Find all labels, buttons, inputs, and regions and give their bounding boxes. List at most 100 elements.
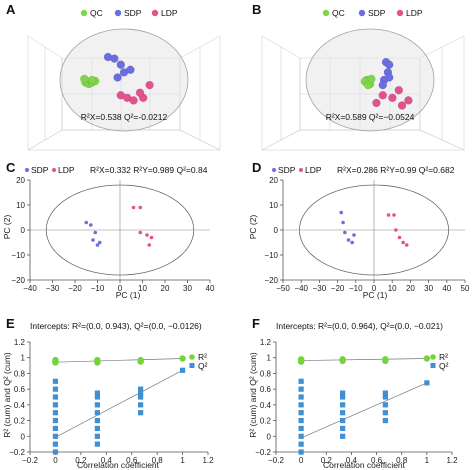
data-point-q2 xyxy=(52,386,59,392)
panel-d-x-axis-title: PC (1) xyxy=(363,290,388,300)
panel-e: E Intercepts: R²=(0.0, 0.943), Q²=(0.0, … xyxy=(2,316,214,470)
data-point-q2 xyxy=(424,380,430,386)
data-point-qc xyxy=(363,80,373,90)
x-tick-label: −30 xyxy=(313,284,327,293)
panel-d: D SDP LDP R²X=0.286 R²Y=0.99 Q²=0.682 −5… xyxy=(248,160,470,300)
data-point-sdp xyxy=(88,223,93,227)
data-point-sdp xyxy=(97,240,102,245)
data-point-q2 xyxy=(382,394,388,400)
data-point-ldp xyxy=(131,205,136,210)
x-tick-label: 0 xyxy=(299,456,304,465)
panel-b-points xyxy=(360,57,413,110)
x-tick-label: 1.2 xyxy=(446,456,458,465)
x-tick-label: 0.8 xyxy=(152,456,164,465)
panel-d-y-axis-title: PC (2) xyxy=(248,215,258,240)
panel-d-stats: R²X=0.286 R²Y=0.99 Q²=0.682 xyxy=(337,165,455,175)
regression-line-q2 xyxy=(55,369,183,438)
regression-line-r2 xyxy=(301,358,427,361)
y-tick-label: −0.2 xyxy=(255,448,271,457)
panel-c: C SDP LDP R²X=0.332 R²Y=0.989 Q²=0.84 −4… xyxy=(2,160,215,300)
panel-f-y-axis-title: R² (cum) and Q² (cum) xyxy=(248,352,258,438)
data-point-q2 xyxy=(340,417,346,424)
legend-sdp-marker xyxy=(272,168,276,172)
panel-f-x-axis-title: Correlation coefficient xyxy=(323,460,406,470)
y-tick-label: 20 xyxy=(16,176,25,185)
data-point-ldp xyxy=(145,233,149,237)
x-tick-label: 1 xyxy=(180,456,185,465)
legend-sdp-label: SDP xyxy=(31,165,49,175)
data-point-ldp xyxy=(147,243,152,247)
legend-r2-label: R² xyxy=(198,352,207,362)
data-point-q2 xyxy=(382,410,388,416)
data-point-sdp xyxy=(352,233,356,237)
data-point-ldp xyxy=(394,85,404,95)
legend-sdp-marker xyxy=(114,9,122,17)
data-point-ldp xyxy=(386,213,391,217)
x-tick-label: 0.6 xyxy=(126,456,138,465)
panel-f-permutation-plot: −0.2 0 0.2 0.4 0.6 0.8 1 1.2 −0.2 0 0.2 0.4 0.6 0.8 1 1… xyxy=(255,338,458,465)
data-point-q2 xyxy=(52,433,59,439)
data-point-q2 xyxy=(94,402,100,408)
x-tick-label: 1.2 xyxy=(202,456,214,465)
y-tick-label: 0 xyxy=(274,226,279,235)
panel-b-stats: R²X=0.589 Q²=−0.0524 xyxy=(326,112,415,122)
panel-c-scatter: −40 −30 −20 −10 0 10 20 30 40 −20 −10 0 10 20 xyxy=(11,176,215,293)
y-tick-label: 20 xyxy=(269,176,278,185)
data-point-ldp xyxy=(145,80,154,90)
data-point-sdp xyxy=(384,60,394,69)
data-point-r2 xyxy=(297,356,305,363)
y-tick-label: 0.8 xyxy=(260,369,272,378)
data-point-sdp xyxy=(378,80,388,90)
data-point-ldp xyxy=(401,240,405,245)
y-tick-label: 0.6 xyxy=(14,385,26,394)
legend-sdp-marker xyxy=(25,168,29,172)
data-point-ldp xyxy=(138,230,143,235)
y-tick-label: 1.2 xyxy=(260,338,272,347)
panel-c-y-axis-title: PC (2) xyxy=(2,215,12,240)
panel-b-legend: QC SDP LDP xyxy=(322,8,423,18)
data-point-q2 xyxy=(298,402,304,408)
panel-a: A QC SDP LDP R²X=0.538 Q²=-0.0212 xyxy=(6,2,221,151)
data-point-q2 xyxy=(298,441,304,447)
data-point-q2 xyxy=(138,410,144,416)
panel-d-letter: D xyxy=(252,160,261,175)
data-point-q2 xyxy=(298,386,304,392)
data-point-q2 xyxy=(298,394,304,400)
data-point-q2 xyxy=(138,402,144,408)
y-tick-label: 10 xyxy=(16,201,25,210)
data-point-ldp xyxy=(392,213,396,217)
data-point-ldp xyxy=(404,96,413,105)
data-point-sdp xyxy=(384,73,394,82)
data-point-q2 xyxy=(52,410,59,416)
y-tick-label: 0.2 xyxy=(14,417,26,426)
data-point-q2 xyxy=(340,433,346,439)
panel-d-scatter: −50 −40 −30 −20 −10 0 10 20 30 40 50 −20 −10 0 10 20 xyxy=(264,176,470,293)
data-point-q2 xyxy=(138,394,144,400)
data-point-sdp xyxy=(95,243,100,247)
data-point-ldp xyxy=(372,98,381,108)
legend-ldp-marker xyxy=(396,9,404,17)
data-point-qc xyxy=(80,74,89,84)
x-tick-label: 10 xyxy=(138,284,147,293)
y-tick-label: 0.4 xyxy=(14,401,26,410)
data-point-q2 xyxy=(340,394,346,400)
legend-ldp-marker xyxy=(299,168,303,172)
data-point-r2 xyxy=(382,356,389,363)
data-point-q2 xyxy=(298,425,304,432)
data-point-ldp xyxy=(404,243,409,247)
legend-r2-marker xyxy=(430,354,436,360)
data-point-q2 xyxy=(52,394,59,400)
panel-e-intercepts: Intercepts: R²=(0.0, 0.943), Q²=(0.0, −0… xyxy=(30,321,202,331)
panel-a-letter: A xyxy=(6,2,16,17)
data-point-q2 xyxy=(298,410,304,416)
x-tick-label: 30 xyxy=(424,284,433,293)
x-tick-label: −10 xyxy=(91,284,105,293)
y-tick-label: 0.8 xyxy=(14,369,26,378)
legend-sdp-label: SDP xyxy=(368,8,386,18)
data-point-r2 xyxy=(179,355,186,362)
legend-sdp-marker xyxy=(358,9,366,17)
data-point-sdp xyxy=(341,220,345,225)
legend-ldp-label: LDP xyxy=(305,165,322,175)
panel-e-x-axis-title: Correlation coefficient xyxy=(77,460,160,470)
